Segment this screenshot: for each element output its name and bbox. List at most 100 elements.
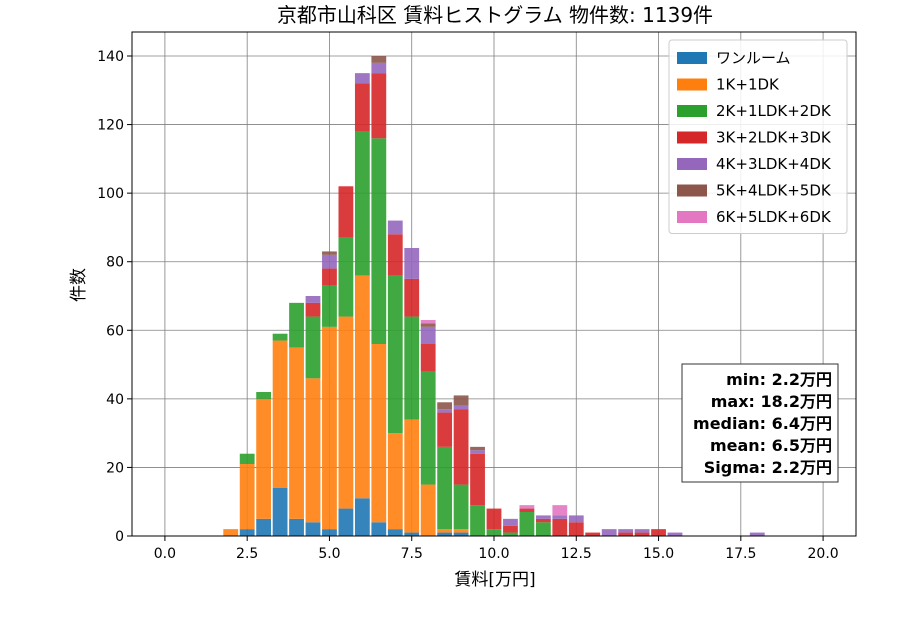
bar-series4-bin6 — [322, 254, 337, 269]
chart-title: 京都市山科区 賃料ヒストグラム 物件数: 1139件 — [277, 3, 713, 27]
legend-box — [668, 39, 848, 234]
bar-series3-bin15 — [470, 453, 485, 506]
bar-series3-bin13 — [437, 412, 453, 447]
bar-series0-bin8 — [354, 498, 370, 536]
bar-series2-bin16 — [486, 529, 502, 536]
legend-swatch-4 — [677, 158, 707, 170]
bar-series3-bin9 — [371, 73, 387, 139]
bar-series6-bin18 — [519, 505, 535, 509]
bar-series3-bin18 — [519, 508, 535, 512]
bar-series3-bin12 — [420, 344, 436, 372]
bar-series0-bin11 — [404, 532, 420, 536]
y-tick-label-2: 40 — [106, 392, 124, 408]
bar-series4-bin32 — [749, 532, 765, 536]
bar-series5-bin6 — [322, 251, 337, 255]
bar-series2-bin6 — [322, 285, 337, 327]
bar-series3-bin21 — [568, 522, 584, 536]
bar-series0-bin5 — [305, 522, 321, 536]
y-tick-label-5: 100 — [97, 186, 124, 202]
legend-label-3: 3K+2LDK+3DK — [716, 129, 832, 147]
bar-series2-bin10 — [387, 275, 403, 434]
bar-series2-bin11 — [404, 316, 420, 420]
bar-series2-bin5 — [305, 316, 321, 379]
legend-label-0: ワンルーム — [716, 49, 791, 67]
legend-label-2: 2K+1LDK+2DK — [716, 102, 832, 120]
bar-series6-bin12 — [420, 320, 436, 324]
bar-series4-bin23 — [601, 529, 617, 536]
bar-series4-bin20 — [552, 515, 568, 519]
bar-series3-bin11 — [404, 278, 420, 317]
x-tick-label-8: 20.0 — [808, 546, 839, 562]
bar-series2-bin14 — [453, 484, 469, 530]
bar-series2-bin19 — [535, 522, 551, 536]
x-axis-label: 賃料[万円] — [454, 570, 535, 590]
bar-series2-bin13 — [437, 446, 453, 530]
bar-series1-bin9 — [371, 344, 387, 523]
bar-series0-bin2 — [256, 518, 272, 536]
x-tick-label-0: 0.0 — [154, 546, 176, 562]
bar-series2-bin3 — [272, 333, 288, 341]
bar-series3-bin24 — [618, 532, 634, 536]
bar-series3-bin16 — [486, 508, 502, 530]
y-tick-label-7: 140 — [97, 49, 124, 65]
bar-series4-bin24 — [618, 529, 634, 533]
legend-swatch-6 — [677, 211, 707, 223]
bar-series2-bin4 — [289, 302, 304, 348]
x-tick-label-4: 10.0 — [478, 546, 509, 562]
bar-series4-bin14 — [453, 405, 469, 410]
bar-series3-bin25 — [634, 532, 650, 536]
bar-series0-bin10 — [387, 529, 403, 536]
bar-series6-bin20 — [552, 505, 568, 516]
bar-series1-bin13 — [437, 529, 453, 533]
axis-ticks: 0.0 2.5 5.0 7.5 10.0 12.5 15.0 17.5 20.0 0 20 40 60 8… — [97, 49, 838, 562]
bar-series0-bin1 — [239, 529, 255, 536]
bar-series1-bin6 — [322, 326, 337, 530]
bar-series4-bin17 — [503, 518, 518, 526]
stats-line-0: min: 2.2万円 — [726, 370, 832, 389]
x-tick-label-2: 5.0 — [318, 546, 340, 562]
bar-series0-bin4 — [289, 518, 304, 536]
bar-series4-bin27 — [667, 532, 683, 536]
x-tick-label-1: 2.5 — [236, 546, 258, 562]
bar-series5-bin12 — [420, 323, 436, 327]
bar-series4-bin21 — [568, 515, 584, 523]
bar-series1-bin4 — [289, 347, 304, 519]
bar-series2-bin17 — [503, 532, 518, 536]
bar-series5-bin15 — [470, 446, 485, 451]
bar-series4-bin8 — [354, 73, 370, 84]
bar-series1-bin8 — [354, 275, 370, 499]
bar-series0-bin3 — [272, 488, 288, 536]
legend-label-5: 5K+4LDK+5DK — [716, 182, 832, 200]
legend: ワンルーム 1K+1DK 2K+1LDK+2DK 3K+2LDK+3DK 4K+3LDK… — [668, 39, 848, 234]
bar-series3-bin8 — [354, 83, 370, 132]
bar-series1-bin11 — [404, 419, 420, 533]
legend-label-6: 6K+5LDK+6DK — [716, 208, 832, 226]
bar-series5-bin13 — [437, 402, 453, 410]
bar-series3-bin7 — [338, 186, 354, 238]
bar-series2-bin9 — [371, 138, 387, 344]
bar-series2-bin8 — [354, 131, 370, 276]
bar-series3-bin10 — [387, 234, 403, 276]
bar-series2-bin1 — [239, 453, 255, 464]
legend-swatch-2 — [677, 105, 707, 117]
bar-series4-bin19 — [535, 515, 551, 519]
bar-series0-bin9 — [371, 522, 387, 536]
bar-series4-bin13 — [437, 409, 453, 413]
bar-series1-bin2 — [256, 398, 272, 519]
bar-series2-bin2 — [256, 392, 272, 399]
bar-series4-bin15 — [470, 450, 485, 454]
bar-series4-bin9 — [371, 62, 387, 74]
bar-series4-bin10 — [387, 220, 403, 235]
y-axis-label: 件数 — [69, 268, 89, 302]
bar-series3-bin17 — [503, 525, 518, 533]
bar-series0-bin7 — [338, 508, 354, 536]
bar-series5-bin9 — [371, 56, 387, 63]
bar-series0-bin14 — [453, 532, 469, 536]
bar-series3-bin19 — [535, 518, 551, 523]
bar-series0-bin13 — [437, 532, 453, 536]
legend-swatch-3 — [677, 131, 707, 144]
y-tick-label-0: 0 — [115, 529, 124, 545]
legend-swatch-5 — [677, 184, 707, 197]
